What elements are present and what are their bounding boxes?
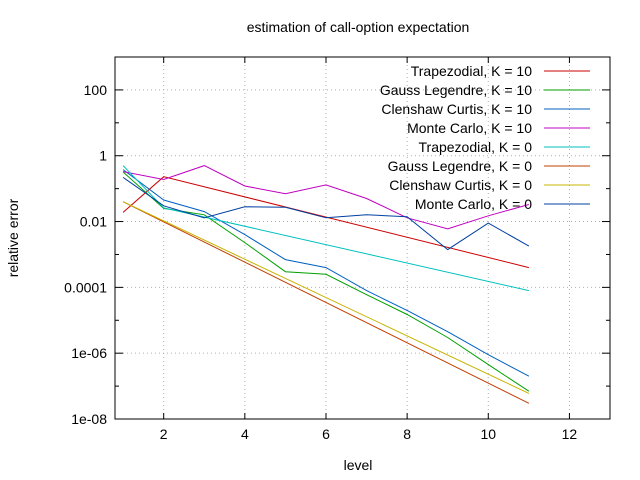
legend-label-6: Gauss Legendre, K = 0	[388, 158, 533, 174]
x-axis-label: level	[344, 457, 373, 473]
axis-ticks: 2 4 6 8 10 12 1e-08 1e-06 0.0001 0.01 1 100	[64, 57, 610, 442]
series-line-2	[122, 171, 530, 392]
x-tick-label: 2	[160, 426, 168, 442]
legend-label-4: Monte Carlo, K = 10	[407, 120, 532, 136]
y-tick-label: 100	[84, 82, 108, 98]
x-tick-label: 8	[403, 426, 411, 442]
series-line-4	[123, 165, 530, 230]
series-line-1	[122, 176, 530, 269]
y-axis-label: relative error	[5, 198, 21, 277]
legend-label-3: Clenshaw Curtis, K = 10	[381, 101, 532, 117]
series-line-7	[122, 201, 530, 394]
legend-label-8: Monte Carlo, K = 0	[415, 196, 532, 212]
grid	[115, 57, 610, 419]
series-line-3	[122, 169, 530, 377]
x-tick-label: 6	[322, 426, 330, 442]
y-tick-label: 0.01	[80, 214, 107, 230]
legend-label-5: Trapezodial, K = 0	[419, 139, 533, 155]
x-tick-label: 12	[562, 426, 578, 442]
series-line-8	[122, 176, 530, 251]
legend-label-1: Trapezodial, K = 10	[411, 63, 532, 79]
y-tick-label: 1e-08	[71, 411, 107, 427]
x-tick-label: 4	[241, 426, 249, 442]
series-group	[122, 165, 530, 404]
chart-title: estimation of call-option expectation	[247, 19, 470, 35]
legend-label-2: Gauss Legendre, K = 10	[380, 82, 532, 98]
legend: Trapezodial, K = 10 Gauss Legendre, K = 1…	[380, 63, 590, 212]
y-tick-label: 1	[99, 148, 107, 164]
y-tick-label: 1e-06	[71, 345, 107, 361]
plot-frame	[114, 56, 611, 420]
legend-label-7: Clenshaw Curtis, K = 0	[389, 177, 532, 193]
series-line-6	[122, 201, 530, 404]
x-tick-label: 10	[480, 426, 496, 442]
y-tick-label: 0.0001	[64, 279, 107, 295]
series-line-5	[122, 165, 530, 292]
